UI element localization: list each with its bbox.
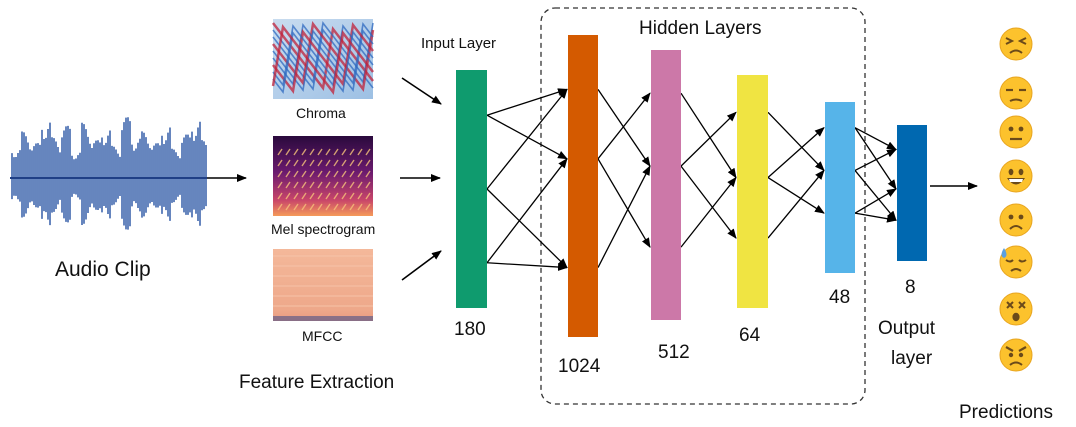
connection-arrow: [486, 262, 568, 271]
sad-sweat-face-icon: [999, 245, 1033, 279]
connection-arrow: [597, 158, 651, 248]
layer-size-48: 48: [829, 287, 851, 308]
connection-arrow: [854, 127, 897, 151]
hidden-layers-title: Hidden Layers: [639, 18, 762, 39]
predictions-label: Predictions: [959, 402, 1053, 423]
hidden-layers-box: [540, 7, 866, 405]
mfcc-image: [273, 249, 373, 321]
output-layer-title-line2: layer: [891, 348, 933, 369]
frowning-face-icon: [999, 203, 1033, 237]
mel-spectrogram-label: Mel spectrogram: [271, 221, 376, 237]
connection-arrow: [854, 188, 897, 214]
connection-arrow: [597, 88, 651, 167]
layer-size-180: 180: [454, 319, 486, 340]
angry-squint-face-icon: [999, 27, 1033, 61]
layer-connections: [486, 88, 897, 271]
neutral-face-icon: [999, 115, 1033, 149]
prediction-emojis: [999, 27, 1033, 372]
connection-arrow: [854, 148, 897, 171]
connection-arrow: [680, 176, 737, 248]
arrow-mfcc-to-input: [401, 250, 442, 281]
chroma-label: Chroma: [296, 105, 346, 121]
arrow-chroma-to-input: [401, 77, 442, 105]
layer-size-1024: 1024: [558, 356, 601, 377]
connection-arrow: [680, 92, 737, 179]
audio-clip-label: Audio Clip: [55, 258, 151, 281]
audio-waveform: [10, 117, 207, 230]
layer-size-512: 512: [658, 342, 690, 363]
mfcc-label: MFCC: [302, 328, 343, 344]
feature-extraction-label: Feature Extraction: [239, 372, 395, 393]
connection-arrow: [597, 165, 651, 268]
connection-arrow: [854, 212, 897, 223]
connection-arrow: [680, 165, 737, 239]
connection-arrow: [486, 188, 568, 269]
layer-size-8: 8: [905, 277, 916, 298]
unamused-face-icon: [999, 76, 1033, 110]
connection-arrow: [854, 169, 897, 221]
output-layer-title-line1: Output: [878, 318, 936, 339]
input-layer-bar: [456, 70, 487, 308]
hidden-layer-4-bar: [825, 102, 855, 273]
connection-arrow: [486, 88, 568, 116]
input-layer-title: Input Layer: [421, 35, 497, 52]
network-layers: [456, 35, 927, 337]
hidden-layer-3-bar: [737, 75, 768, 308]
connection-arrow: [767, 176, 825, 214]
hidden-layer-2-bar: [651, 50, 681, 320]
grinning-face-icon: [999, 159, 1033, 193]
connection-arrow: [767, 169, 825, 239]
connection-arrow: [486, 88, 568, 190]
connection-arrow: [486, 114, 568, 160]
connection-arrow: [854, 127, 897, 190]
connection-arrow: [767, 126, 825, 179]
connection-arrow: [680, 111, 737, 167]
dizzy-face-icon: [999, 292, 1033, 326]
angry-face-icon: [999, 338, 1033, 372]
hidden-layer-1-bar: [568, 35, 598, 337]
connection-arrow: [597, 92, 651, 160]
output-layer-bar: [897, 125, 927, 261]
layer-size-64: 64: [739, 325, 761, 346]
connection-arrow: [486, 158, 568, 264]
mel-spectrogram-image: [273, 136, 373, 216]
connection-arrow: [767, 111, 825, 172]
chroma-image: [271, 19, 375, 99]
